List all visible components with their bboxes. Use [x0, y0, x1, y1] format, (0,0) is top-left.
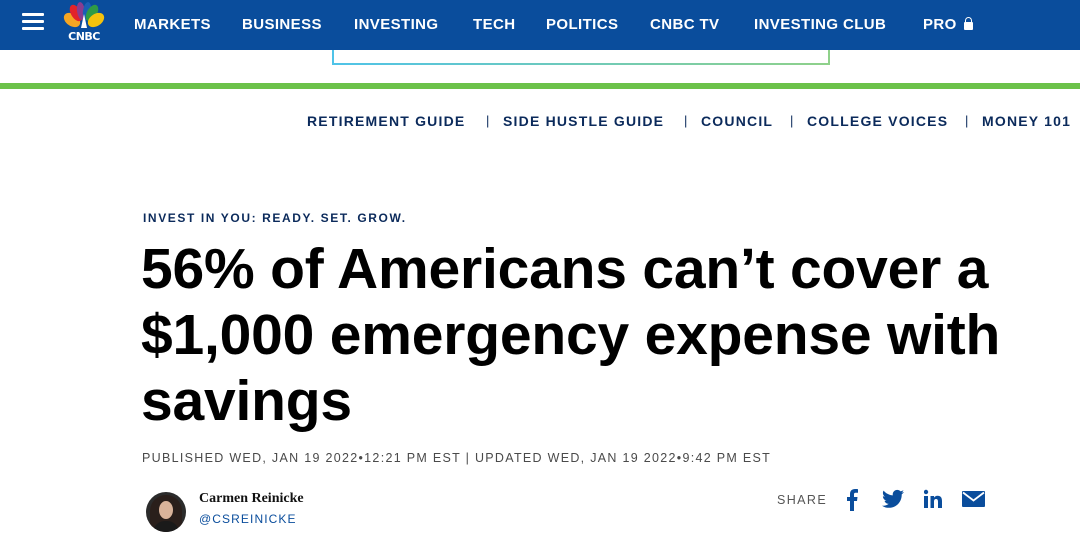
- section-divider: [0, 83, 1080, 89]
- nav-item-politics[interactable]: POLITICS: [546, 16, 619, 33]
- nav-item-investing[interactable]: INVESTING: [354, 16, 439, 33]
- author-handle[interactable]: @CSREINICKE: [199, 512, 297, 526]
- ad-banner-frame[interactable]: [332, 50, 830, 65]
- subnav-item-retirement-guide[interactable]: RETIREMENT GUIDE: [307, 113, 466, 129]
- linkedin-icon[interactable]: [924, 489, 942, 511]
- headline-line: $1,000 emergency expense with: [141, 303, 1001, 367]
- article-dateline: PUBLISHED WED, JAN 19 2022•12:21 PM EST …: [142, 451, 772, 465]
- nav-item-pro-label: PRO: [923, 16, 957, 33]
- article-kicker[interactable]: INVEST IN YOU: READY. SET. GROW.: [143, 211, 407, 225]
- share-label: SHARE: [777, 493, 828, 507]
- subnav-separator: |: [790, 113, 794, 128]
- top-nav-bar: CNBC MARKETS BUSINESS INVESTING TECH POL…: [0, 0, 1080, 50]
- nav-item-markets[interactable]: MARKETS: [134, 16, 211, 33]
- email-icon[interactable]: [962, 489, 985, 511]
- subnav-separator: |: [965, 113, 969, 128]
- nav-item-pro[interactable]: PRO: [923, 16, 973, 33]
- subnav-item-money-101[interactable]: MONEY 101: [982, 113, 1072, 129]
- subnav-separator: |: [684, 113, 688, 128]
- facebook-icon[interactable]: [846, 489, 858, 511]
- lock-icon: [963, 17, 973, 30]
- author-avatar[interactable]: [146, 492, 186, 532]
- author-name[interactable]: Carmen Reinicke: [199, 491, 304, 506]
- secondary-nav: RETIREMENT GUIDE | SIDE HUSTLE GUIDE | C…: [0, 113, 1080, 131]
- logo-wordmark: CNBC: [68, 30, 100, 43]
- peacock-icon: [63, 2, 105, 28]
- nav-item-investing-club[interactable]: INVESTING CLUB: [754, 16, 887, 33]
- cnbc-logo[interactable]: CNBC: [58, 2, 110, 46]
- twitter-icon[interactable]: [882, 489, 904, 511]
- subnav-item-side-hustle-guide[interactable]: SIDE HUSTLE GUIDE: [503, 113, 665, 129]
- menu-icon[interactable]: [22, 13, 44, 31]
- nav-item-business[interactable]: BUSINESS: [242, 16, 322, 33]
- headline-line: savings: [141, 369, 352, 433]
- headline-line: 56% of Americans can’t cover a: [141, 237, 989, 301]
- nav-item-cnbc-tv[interactable]: CNBC TV: [650, 16, 720, 33]
- subnav-item-council[interactable]: COUNCIL: [701, 113, 774, 129]
- subnav-item-college-voices[interactable]: COLLEGE VOICES: [807, 113, 949, 129]
- nav-item-tech[interactable]: TECH: [473, 16, 516, 33]
- subnav-separator: |: [486, 113, 490, 128]
- article-headline: 56% of Americans can’t cover a $1,000 em…: [141, 236, 1076, 434]
